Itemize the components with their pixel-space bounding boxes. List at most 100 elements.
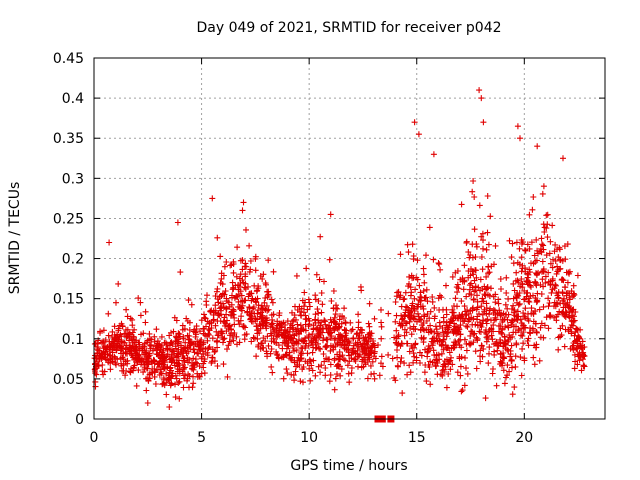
data-point bbox=[327, 316, 334, 323]
data-point bbox=[471, 288, 478, 295]
data-point bbox=[466, 286, 473, 293]
y-tick-label: 0.3 bbox=[62, 171, 84, 187]
data-point bbox=[299, 297, 306, 304]
data-point bbox=[506, 332, 513, 339]
data-point bbox=[476, 310, 482, 317]
data-point bbox=[502, 311, 509, 318]
data-point bbox=[228, 326, 235, 333]
data-point bbox=[334, 371, 340, 378]
data-point bbox=[352, 356, 359, 362]
data-point bbox=[172, 337, 179, 344]
outlier-point bbox=[174, 219, 181, 226]
data-point bbox=[371, 375, 378, 382]
data-point bbox=[437, 371, 444, 378]
data-point bbox=[528, 239, 535, 246]
data-point bbox=[342, 332, 349, 339]
data-point bbox=[443, 311, 450, 318]
data-point bbox=[253, 353, 260, 360]
data-point bbox=[169, 341, 176, 348]
data-point bbox=[437, 266, 444, 273]
data-point bbox=[230, 311, 237, 318]
data-point bbox=[119, 354, 126, 361]
data-point bbox=[298, 344, 305, 351]
data-point bbox=[378, 335, 385, 342]
data-point bbox=[92, 383, 99, 390]
data-point bbox=[301, 289, 308, 296]
data-point bbox=[346, 358, 353, 365]
data-point bbox=[184, 344, 191, 351]
data-point bbox=[492, 291, 499, 298]
data-point bbox=[545, 303, 552, 310]
data-point bbox=[248, 338, 255, 345]
data-point bbox=[568, 288, 575, 295]
data-point bbox=[447, 357, 454, 364]
data-point bbox=[492, 242, 499, 249]
data-point bbox=[345, 370, 352, 377]
data-point bbox=[190, 355, 197, 362]
outlier-point bbox=[415, 131, 422, 138]
data-point bbox=[298, 350, 305, 357]
data-point bbox=[549, 264, 556, 271]
data-point bbox=[201, 370, 208, 377]
data-point bbox=[365, 320, 372, 327]
data-point bbox=[323, 336, 330, 343]
data-point bbox=[513, 269, 520, 276]
data-point bbox=[254, 330, 261, 337]
data-point bbox=[491, 261, 497, 268]
data-point bbox=[291, 358, 298, 364]
data-point bbox=[348, 351, 355, 358]
data-point bbox=[118, 320, 125, 327]
data-point bbox=[519, 280, 526, 287]
data-point bbox=[308, 339, 315, 346]
outlier-point bbox=[482, 395, 489, 402]
data-point bbox=[579, 344, 586, 351]
data-point bbox=[320, 351, 327, 357]
data-point bbox=[118, 333, 125, 340]
data-point bbox=[204, 292, 210, 299]
data-point bbox=[369, 358, 376, 365]
data-point bbox=[461, 262, 468, 269]
data-point bbox=[280, 375, 287, 382]
data-point bbox=[289, 309, 295, 316]
data-point bbox=[177, 269, 184, 276]
data-point bbox=[463, 323, 470, 329]
data-point bbox=[469, 188, 476, 195]
data-point bbox=[438, 350, 445, 357]
data-point bbox=[218, 275, 225, 282]
data-point bbox=[518, 372, 525, 379]
data-point bbox=[186, 319, 193, 326]
data-point bbox=[539, 241, 545, 248]
outlier-point bbox=[476, 87, 483, 94]
data-point bbox=[297, 378, 304, 385]
data-point bbox=[420, 320, 427, 326]
data-point bbox=[127, 315, 134, 322]
data-point bbox=[101, 368, 108, 375]
data-point bbox=[256, 321, 263, 327]
data-point bbox=[479, 230, 486, 237]
data-point bbox=[237, 288, 244, 295]
data-point bbox=[126, 342, 133, 349]
data-point bbox=[409, 275, 416, 282]
data-point bbox=[293, 347, 300, 354]
data-point bbox=[481, 308, 488, 315]
data-point bbox=[178, 342, 184, 349]
data-point bbox=[155, 360, 162, 367]
data-point bbox=[483, 246, 490, 253]
data-point bbox=[556, 244, 563, 251]
data-point bbox=[519, 265, 526, 272]
data-point bbox=[212, 307, 219, 314]
data-point bbox=[267, 350, 274, 357]
data-point bbox=[131, 326, 138, 333]
data-point bbox=[133, 346, 140, 353]
data-point bbox=[144, 354, 151, 361]
data-point bbox=[322, 372, 329, 379]
data-point bbox=[542, 273, 549, 280]
chart-title: Day 049 of 2021, SRMTID for receiver p04… bbox=[196, 20, 501, 36]
data-point bbox=[243, 226, 249, 233]
data-point bbox=[398, 321, 405, 328]
data-point bbox=[407, 325, 414, 332]
data-point bbox=[551, 303, 557, 310]
data-point bbox=[570, 342, 577, 349]
data-point bbox=[407, 292, 414, 299]
data-point bbox=[218, 328, 225, 335]
